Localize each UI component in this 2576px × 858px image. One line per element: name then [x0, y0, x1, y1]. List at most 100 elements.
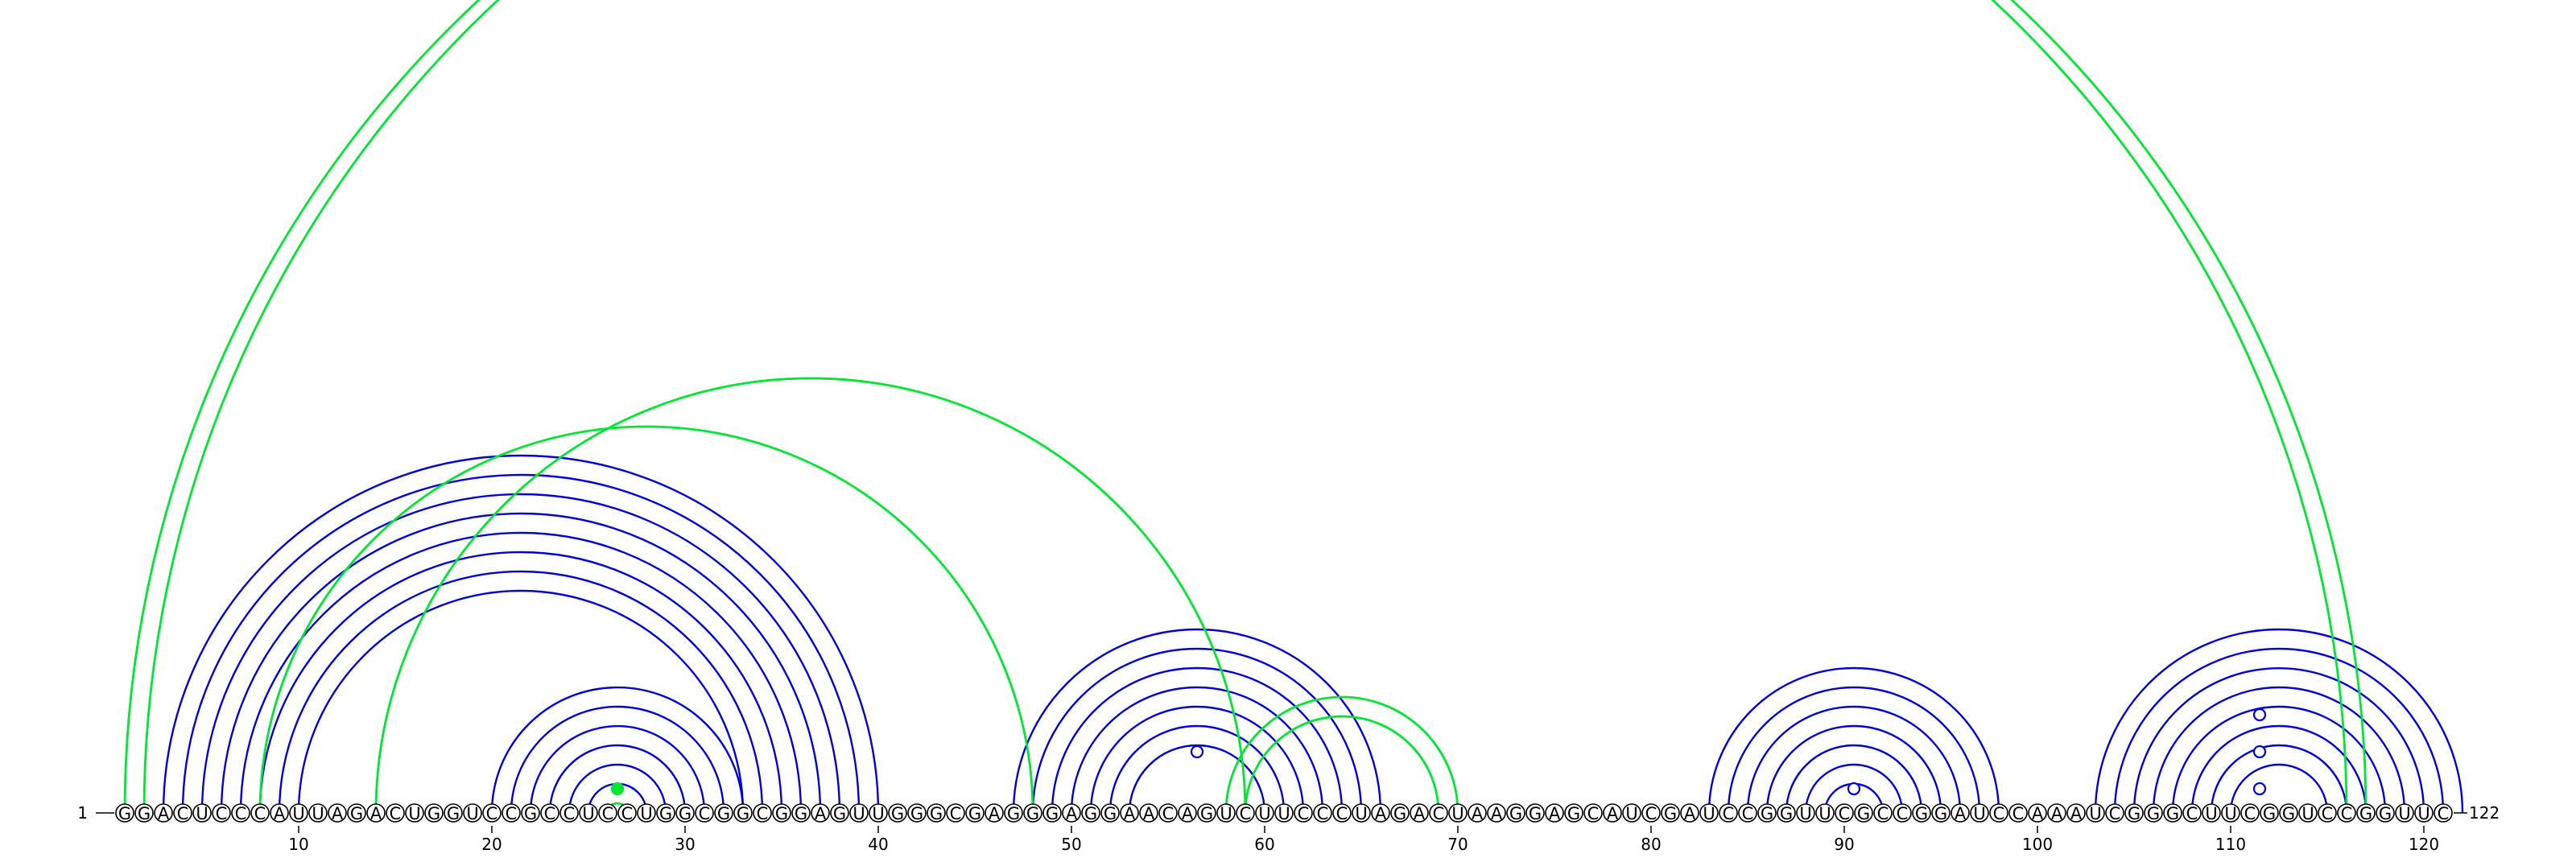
nucleotide-letter: G	[447, 804, 460, 823]
nucleotide-letter: A	[1472, 804, 1484, 823]
nucleotide: C	[1332, 803, 1352, 823]
nucleotide-letter: A	[2032, 804, 2044, 823]
nucleotide-circle	[1429, 803, 1448, 823]
nucleotide-letter: C	[757, 804, 769, 823]
nucleotide-letter: A	[274, 804, 286, 823]
arcs-layer	[123, 0, 2464, 814]
nucleotide: C	[1873, 803, 1893, 823]
nucleotide: A	[1680, 803, 1699, 823]
nucleotide: G	[1931, 803, 1951, 823]
nucleotide-letter: A	[1143, 804, 1155, 823]
nucleotide-circle	[308, 803, 328, 823]
nucleotide-circle	[386, 803, 405, 823]
nucleotide: G	[733, 803, 753, 823]
nucleotide-circle	[289, 803, 308, 823]
nucleotide-letter: C	[2322, 804, 2334, 823]
nucleotide-letter: A	[1066, 804, 1078, 823]
nucleotide: U	[1699, 803, 1719, 823]
nucleotide-letter: C	[950, 804, 962, 823]
nucleotide-letter: G	[1084, 804, 1097, 823]
nucleotide: A	[154, 803, 173, 823]
nucleotide-letter: A	[2070, 804, 2083, 823]
primary-pair-arc	[2229, 763, 2329, 814]
nucleotide: G	[2124, 803, 2144, 823]
nucleotide-circle	[1062, 803, 1081, 823]
axis-tick-label: 100	[2022, 835, 2053, 854]
nucleotide-circle	[1236, 803, 1255, 823]
nucleotide: G	[1757, 803, 1777, 823]
nucleotide-circle	[1738, 803, 1757, 823]
nucleotide: G	[2279, 803, 2298, 823]
primary-pair-arc	[181, 473, 861, 814]
nucleotide-letter: G	[2359, 804, 2372, 823]
nucleotide: C	[1719, 803, 1738, 823]
axis-tick-label: 110	[2215, 835, 2246, 854]
nucleotide-circle	[405, 803, 424, 823]
nucleotide-circle	[2047, 803, 2066, 823]
nucleotide-circle	[559, 803, 579, 823]
nucleotide-circle	[366, 803, 386, 823]
nucleotide: G	[1100, 803, 1120, 823]
nucleotide-circle	[1989, 803, 2008, 823]
nucleotide-letter: U	[582, 804, 594, 823]
nucleotide: U	[1448, 803, 1468, 823]
nucleotide-letter: G	[659, 804, 672, 823]
nucleotide: G	[1081, 803, 1100, 823]
nucleotide-letter: A	[332, 804, 344, 823]
nucleotide: U	[1970, 803, 1989, 823]
nucleotide: A	[1951, 803, 1970, 823]
nucleotide-letter: U	[1625, 804, 1637, 823]
nucleotide-letter: C	[699, 804, 711, 823]
nucleotide-letter: G	[2147, 804, 2160, 823]
primary-pair-arc	[1785, 744, 1923, 814]
nucleotide-letter: G	[930, 804, 943, 823]
nucleotide-letter: U	[2224, 804, 2236, 823]
nucleotide: G	[424, 803, 444, 823]
nucleotide: C	[1893, 803, 1912, 823]
nucleotide-circle	[1603, 803, 1622, 823]
nucleotide-letter: C	[506, 804, 518, 823]
primary-pair-arc	[2094, 628, 2464, 814]
filled-loop-marker	[610, 782, 625, 796]
nucleotide-circle	[1371, 803, 1390, 823]
nucleotide: C	[2105, 803, 2124, 823]
nucleotide-circle	[1506, 803, 1525, 823]
nucleotide-circle	[1912, 803, 1931, 823]
nucleotide: C	[1158, 803, 1178, 823]
nucleotide-letter: A	[158, 804, 170, 823]
nucleotide-circle	[579, 803, 598, 823]
nucleotide-circle	[656, 803, 675, 823]
nucleotide-letter: G	[1915, 804, 1928, 823]
nucleotide-letter: A	[989, 804, 1001, 823]
nucleotide-circle	[1873, 803, 1893, 823]
nucleotide-letter: G	[795, 804, 807, 823]
nucleotide: U	[1352, 803, 1371, 823]
nucleotide-letter: C	[544, 804, 556, 823]
nucleotide-letter: G	[1567, 804, 1580, 823]
nucleotide-letter: U	[292, 804, 304, 823]
nucleotide: C	[212, 803, 231, 823]
nucleotide-circle	[2221, 803, 2240, 823]
nucleotide-letter: U	[1258, 804, 1270, 823]
nucleotide: C	[2318, 803, 2337, 823]
nucleotide-letter: U	[1220, 804, 1232, 823]
nucleotide: U	[463, 803, 482, 823]
nucleotide-circle	[2279, 803, 2298, 823]
primary-pair-arc	[2190, 724, 2368, 814]
nucleotide-circle	[849, 803, 869, 823]
nucleotide: C	[1583, 803, 1603, 823]
nucleotide-circle	[1854, 803, 1873, 823]
primary-pair-arc	[1031, 647, 1363, 814]
nucleotide-letter: U	[2205, 804, 2217, 823]
nucleotide: C	[1236, 803, 1255, 823]
nucleotide: G	[927, 803, 946, 823]
nucleotide-letter: G	[524, 804, 537, 823]
nucleotide-circle	[1120, 803, 1139, 823]
nucleotide-letter: A	[1491, 804, 1503, 823]
nucleotide-letter: C	[1723, 804, 1735, 823]
primary-pair-arc	[1070, 686, 1324, 814]
primary-pair-arc	[297, 589, 745, 814]
nucleotide: G	[907, 803, 927, 823]
nucleotide-circle	[463, 803, 482, 823]
nucleotide-circle	[2202, 803, 2221, 823]
